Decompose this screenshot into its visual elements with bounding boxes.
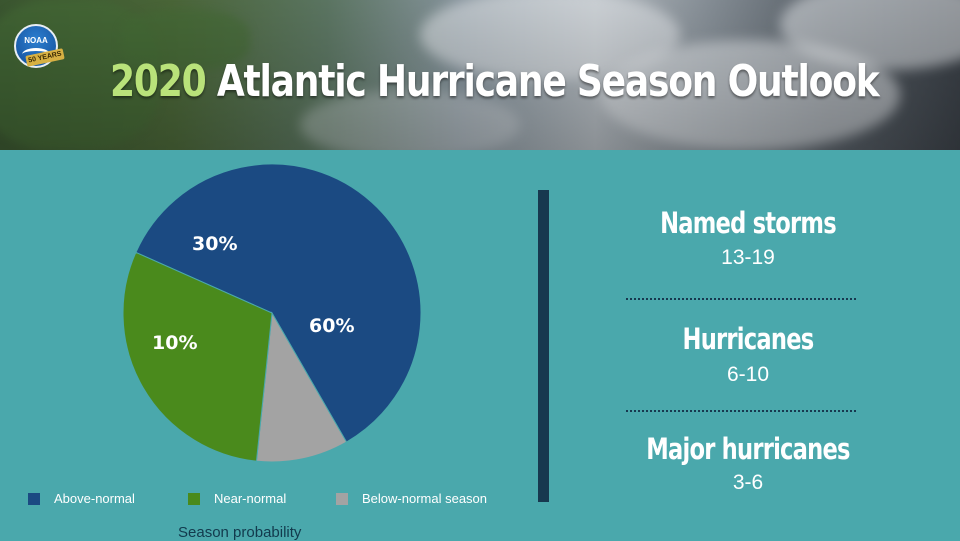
legend-item-below: Below-normal season bbox=[336, 491, 526, 506]
title-year: 2020 bbox=[110, 56, 207, 107]
title-text: Atlantic Hurricane Season Outlook bbox=[205, 56, 880, 107]
legend-item-near: Near-normal bbox=[188, 491, 328, 506]
slice-label-near: 30% bbox=[192, 233, 238, 255]
legend-item-above: Above-normal bbox=[28, 491, 178, 506]
pie-slice-near bbox=[122, 251, 273, 462]
season-probability-pie-chart bbox=[122, 163, 422, 463]
major-hurricanes-heading: Major hurricanes bbox=[646, 432, 850, 466]
chart-caption: Season probability bbox=[178, 524, 302, 541]
slice-label-above: 60% bbox=[309, 315, 355, 337]
page-title: 2020 Atlantic Hurricane Season Outlook bbox=[110, 52, 880, 112]
major-hurricanes-range: 3-6 bbox=[732, 471, 764, 494]
vertical-divider bbox=[538, 190, 549, 502]
pie-slice-below bbox=[255, 311, 348, 463]
legend-label-near: Near-normal bbox=[214, 491, 287, 506]
bird-icon bbox=[22, 48, 50, 61]
named-storms-heading: Named storms bbox=[660, 206, 837, 240]
named-storms-range: 13-19 bbox=[721, 246, 775, 269]
legend-swatch-above bbox=[28, 493, 40, 505]
dotted-separator bbox=[626, 298, 856, 300]
hurricanes-range: 6-10 bbox=[726, 363, 770, 386]
legend-label-below: Below-normal season bbox=[362, 491, 488, 506]
legend-label-above: Above-normal bbox=[54, 491, 135, 506]
dotted-separator bbox=[626, 410, 856, 412]
logo-text: NOAA bbox=[24, 36, 48, 45]
hurricanes-heading: Hurricanes bbox=[682, 322, 815, 356]
slice-label-below: 10% bbox=[152, 332, 198, 354]
header-banner: NOAA 50 YEARS 2020 Atlantic Hurricane Se… bbox=[0, 0, 960, 150]
pie-slice-above bbox=[135, 163, 422, 443]
legend-swatch-near bbox=[188, 493, 200, 505]
legend-swatch-below bbox=[336, 493, 348, 505]
